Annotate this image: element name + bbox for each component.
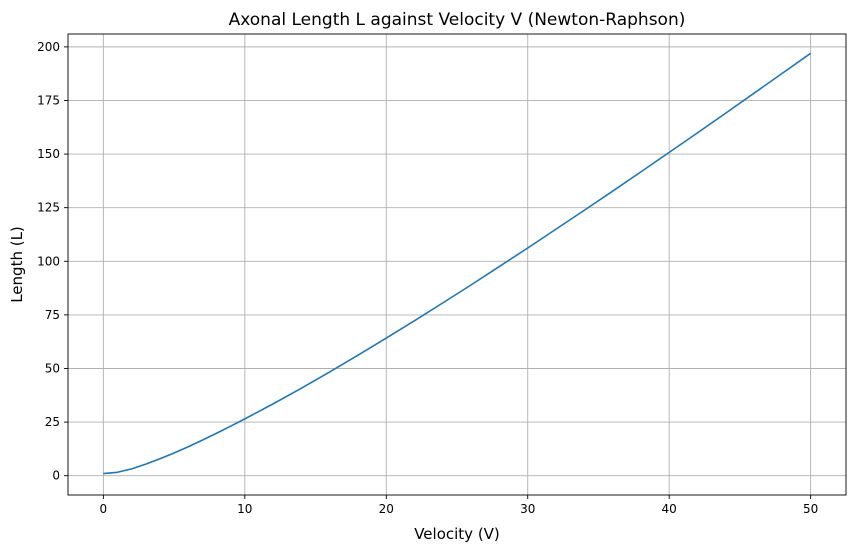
x-axis-label: Velocity (V) bbox=[414, 525, 500, 543]
y-tick-label: 125 bbox=[37, 201, 60, 215]
x-tick-label: 10 bbox=[237, 502, 252, 516]
y-tick-label: 200 bbox=[37, 40, 60, 54]
series-line bbox=[103, 52, 812, 475]
chart-title: Axonal Length L against Velocity V (Newt… bbox=[229, 10, 686, 30]
y-tick-label: 0 bbox=[52, 469, 60, 483]
grid-layer bbox=[68, 34, 846, 495]
y-tick-label: 100 bbox=[37, 254, 60, 268]
y-axis-label: Length (L) bbox=[8, 226, 26, 303]
x-tick-label: 40 bbox=[662, 502, 677, 516]
y-tick-label: 25 bbox=[45, 415, 60, 429]
x-tick-label: 30 bbox=[520, 502, 535, 516]
y-tick-label: 150 bbox=[37, 147, 60, 161]
series-layer bbox=[103, 52, 812, 475]
x-tick-label: 50 bbox=[803, 502, 818, 516]
y-tick-label: 50 bbox=[45, 361, 60, 375]
x-tick-label: 0 bbox=[100, 502, 108, 516]
plot-frame bbox=[67, 33, 847, 496]
y-tick-label: 75 bbox=[45, 308, 60, 322]
ticks-layer: 0 10 20 30 40 50 0 25 50 75 100 125 150 175 200 bbox=[37, 40, 818, 516]
x-tick-label: 20 bbox=[379, 502, 394, 516]
y-tick-label: 175 bbox=[37, 93, 60, 107]
